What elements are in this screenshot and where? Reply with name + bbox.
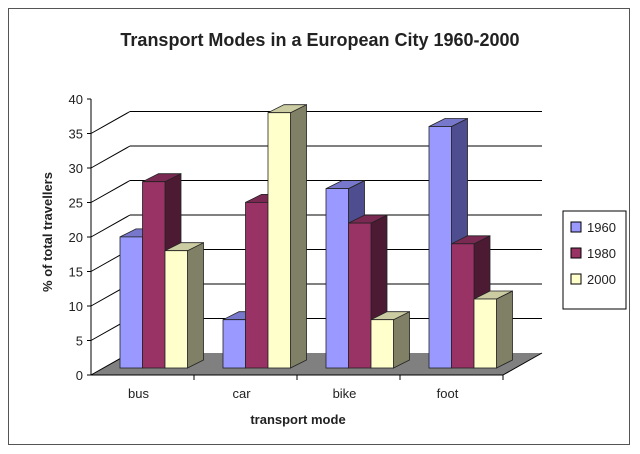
side-wall-gridline <box>90 180 131 203</box>
y-tick-label: 20 <box>69 230 83 245</box>
legend-swatch <box>570 247 582 259</box>
bar-front <box>370 319 394 369</box>
bar-side <box>393 311 410 369</box>
bar-front <box>142 181 166 369</box>
y-tick-label: 15 <box>69 265 83 280</box>
x-tick-label: car <box>232 386 251 401</box>
x-tick-label: bike <box>333 386 357 401</box>
bar-bike-2000 <box>370 311 410 369</box>
legend-label: 1980 <box>587 246 616 261</box>
y-tick-label: 5 <box>76 334 83 349</box>
bar-side <box>496 290 513 369</box>
bar-side <box>187 242 204 369</box>
y-tick-label: 40 <box>69 92 83 107</box>
bar-foot-2000 <box>473 290 513 369</box>
legend: 1960 1980 2000 <box>562 210 627 310</box>
side-wall-gridline <box>90 145 131 169</box>
x-axis-label: transport mode <box>250 412 345 427</box>
bar-front <box>222 319 246 369</box>
bar-front <box>267 112 291 369</box>
floor-edge <box>502 352 543 376</box>
bar-front <box>245 201 269 369</box>
bar-front <box>428 126 452 369</box>
bar-front <box>473 298 497 369</box>
bar-front <box>348 222 372 369</box>
y-tick-label: 30 <box>69 161 83 176</box>
side-wall-gridline <box>90 214 131 238</box>
y-tick-label: 35 <box>69 127 83 142</box>
y-axis-label: % of total travellers <box>40 172 55 292</box>
y-tick-label: 10 <box>69 299 83 314</box>
bar-front <box>164 250 188 369</box>
y-tick-label: 0 <box>76 368 83 383</box>
y-tick-label: 25 <box>69 196 83 211</box>
bar-front <box>119 236 143 369</box>
x-tick-label: foot <box>437 386 459 401</box>
chart-frame <box>8 8 630 445</box>
chart-title: Transport Modes in a European City 1960-… <box>120 30 519 50</box>
side-wall-gridline <box>90 111 131 134</box>
legend-swatch <box>570 273 582 285</box>
bar-car-2000 <box>267 104 307 369</box>
legend-label: 1960 <box>587 220 616 235</box>
bar-bus-2000 <box>164 242 204 369</box>
x-tick-label: bus <box>128 386 149 401</box>
bar-front <box>451 243 475 369</box>
legend-swatch <box>570 221 582 233</box>
legend-label: 2000 <box>587 272 616 287</box>
bar-side <box>290 104 307 369</box>
bar-front <box>325 188 349 369</box>
